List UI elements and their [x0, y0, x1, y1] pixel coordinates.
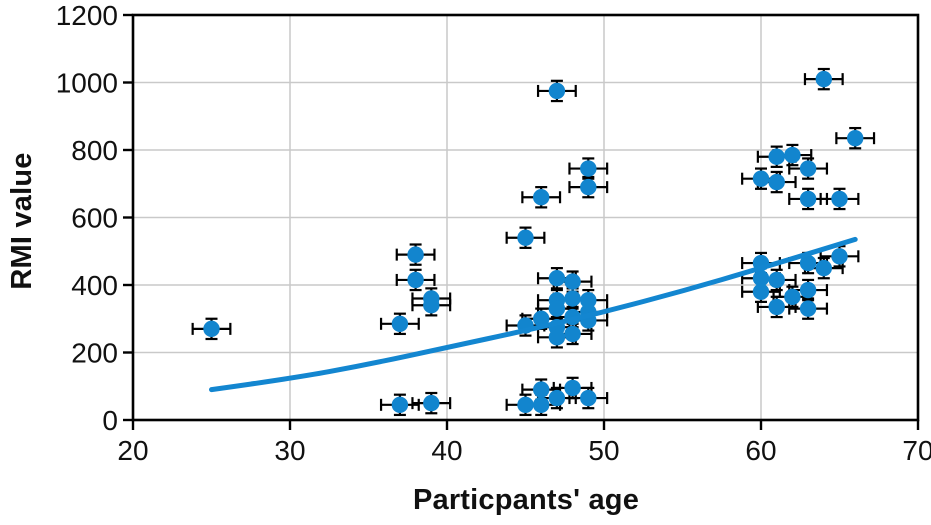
data-point — [548, 82, 566, 100]
data-point — [752, 270, 770, 287]
data-point — [517, 396, 534, 414]
data-point — [799, 300, 817, 317]
y-tick-label: 200 — [71, 338, 118, 369]
data-point — [548, 329, 566, 346]
data-point — [548, 389, 566, 407]
data-point — [580, 291, 597, 309]
data-point — [815, 259, 832, 277]
data-point — [752, 283, 770, 300]
data-point — [423, 394, 440, 412]
data-point — [580, 160, 597, 177]
data-point — [768, 271, 785, 289]
data-point — [564, 379, 581, 397]
data-point — [391, 396, 409, 414]
data-point — [533, 310, 550, 327]
data-point — [799, 160, 817, 177]
y-tick-label: 800 — [71, 135, 118, 166]
data-point — [831, 248, 848, 265]
trend-line — [209, 236, 858, 393]
y-tick-label: 400 — [71, 270, 118, 301]
data-point — [548, 300, 566, 317]
error-bar — [521, 186, 562, 209]
y-tick-label: 0 — [102, 405, 118, 436]
data-point — [564, 290, 581, 307]
data-point — [768, 298, 785, 316]
data-point — [784, 288, 801, 306]
data-point — [533, 381, 550, 398]
x-tick-label: 70 — [902, 435, 931, 466]
y-tick-label: 600 — [71, 203, 118, 234]
data-point — [564, 325, 581, 343]
data-point — [391, 315, 409, 333]
data-point — [517, 229, 534, 246]
data-point — [815, 70, 832, 88]
data-point — [407, 271, 424, 289]
data-point — [799, 254, 817, 272]
data-point — [847, 129, 864, 147]
x-tick-label: 30 — [274, 435, 305, 466]
data-point — [768, 173, 785, 191]
data-point — [407, 246, 424, 263]
x-tick-label: 50 — [588, 435, 619, 466]
data-point — [548, 270, 566, 287]
y-tick-label: 1200 — [56, 0, 118, 31]
x-tick-label: 40 — [431, 435, 462, 466]
data-point — [752, 170, 770, 187]
data-point — [799, 281, 817, 299]
x-tick-label: 20 — [117, 435, 148, 466]
data-point — [784, 146, 801, 164]
data-point — [831, 190, 848, 208]
y-tick-label: 1000 — [56, 68, 118, 99]
data-point — [580, 389, 597, 407]
data-point — [580, 178, 597, 196]
data-point — [423, 297, 440, 314]
x-tick-label: 60 — [745, 435, 776, 466]
data-point — [799, 190, 817, 208]
data-point — [564, 273, 581, 290]
data-point — [533, 189, 550, 206]
data-point — [203, 320, 220, 338]
data-point — [768, 148, 785, 165]
data-point — [533, 396, 550, 414]
